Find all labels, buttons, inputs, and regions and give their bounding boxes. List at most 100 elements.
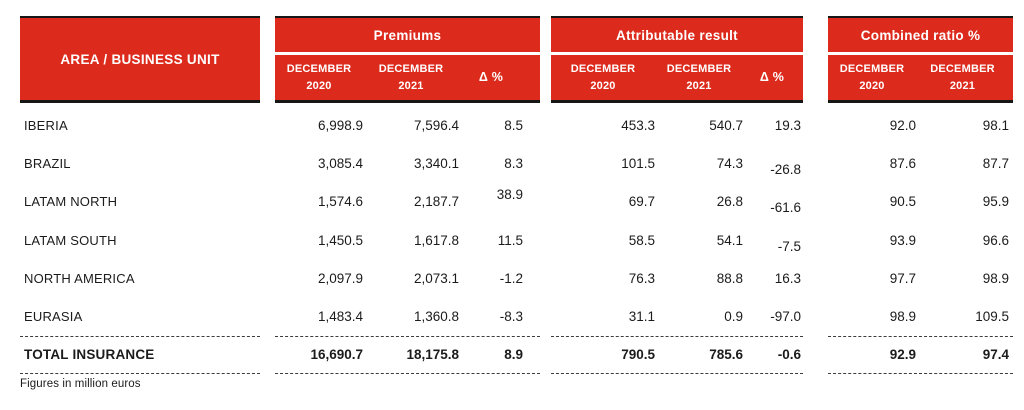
premiums-subheaders: DECEMBER 2020 DECEMBER 2021 Δ % <box>275 55 540 100</box>
area-label: NORTH AMERICA <box>24 270 135 286</box>
combined-dec2021-value: 87.7 <box>982 155 1009 171</box>
combined-dec2020-value: 93.9 <box>889 232 916 248</box>
area-label: LATAM SOUTH <box>24 232 117 248</box>
combined-cells: 93.9 96.6 <box>828 221 1013 259</box>
premiums-delta-value: 8.5 <box>504 117 523 133</box>
table-row-eurasia: EURASIA 1,483.4 1,360.8 -8.3 31.1 0.9 -9… <box>20 297 1013 335</box>
premiums-cells: 1,574.6 2,187.7 38.9 <box>275 183 540 221</box>
table-body: IBERIA 6,998.9 7,596.4 8.5 453.3 540.7 1… <box>20 106 1013 390</box>
table-row-north-america: NORTH AMERICA 2,097.9 2,073.1 -1.2 76.3 … <box>20 259 1013 297</box>
combined-dec2021-value: 96.6 <box>982 232 1009 248</box>
combined-dec2020-total: 92.9 <box>889 347 916 363</box>
combined-dec2020-header: DECEMBER 2020 <box>839 63 905 92</box>
table-header: AREA / BUSINESS UNIT Premiums DECEMBER 2… <box>20 16 1013 103</box>
table-row-latam-south: LATAM SOUTH 1,450.5 1,617.8 11.5 58.5 54… <box>20 221 1013 259</box>
premiums-dec2020-header: DECEMBER 2020 <box>286 63 352 92</box>
attributable-group-label: Attributable result <box>551 18 803 52</box>
combined-dec2021-value: 95.9 <box>982 194 1009 210</box>
attributable-delta-value: 16.3 <box>774 270 801 286</box>
premiums-dec2021-header: DECEMBER 2021 <box>378 63 444 92</box>
table-row-brazil: BRAZIL 3,085.4 3,340.1 8.3 101.5 74.3 -2… <box>20 144 1013 182</box>
attributable-delta-total: -0.6 <box>777 347 801 363</box>
premiums-delta-value: -1.2 <box>499 270 523 286</box>
premiums-delta-value: -8.3 <box>499 309 523 325</box>
combined-ratio-group-label: Combined ratio % <box>828 18 1013 52</box>
attributable-delta-value: -26.8 <box>770 161 801 177</box>
combined-dec2021-value: 98.1 <box>982 117 1009 133</box>
attributable-subheaders: DECEMBER 2020 DECEMBER 2021 Δ % <box>551 55 803 100</box>
combined-dec2021-value: 109.5 <box>975 309 1009 325</box>
attributable-dec2020-value: 31.1 <box>628 309 655 325</box>
combined-cells: 87.6 87.7 <box>828 144 1013 182</box>
premiums-cells: 6,998.9 7,596.4 8.5 <box>275 106 540 144</box>
attributable-cells: 69.7 26.8 -61.6 <box>551 183 803 221</box>
attributable-dec2020-value: 58.5 <box>628 232 655 248</box>
combined-dec2021-header: DECEMBER 2021 <box>930 63 995 92</box>
attributable-header-group: Attributable result DECEMBER 2020 DECEMB… <box>551 16 803 103</box>
attributable-cells: 31.1 0.9 -97.0 <box>551 297 803 335</box>
total-label: TOTAL INSURANCE <box>20 335 260 374</box>
attributable-dec2021-total: 785.6 <box>709 347 743 363</box>
attributable-dec2020-value: 453.3 <box>621 117 655 133</box>
total-combined-cells: 92.9 97.4 <box>828 335 1013 374</box>
combined-cells: 92.0 98.1 <box>828 106 1013 144</box>
premiums-dec2021-value: 7,596.4 <box>413 117 459 133</box>
combined-dec2020-value: 92.0 <box>889 117 916 133</box>
attributable-dec2021-value: 0.9 <box>724 309 743 325</box>
combined-dec2020-value: 87.6 <box>889 155 916 171</box>
table-row-latam-north: LATAM NORTH 1,574.6 2,187.7 38.9 69.7 26… <box>20 183 1013 221</box>
premiums-dec2020-value: 1,450.5 <box>317 232 363 248</box>
attributable-delta-header: Δ % <box>759 70 785 85</box>
premiums-cells: 1,450.5 1,617.8 11.5 <box>275 221 540 259</box>
combined-cells: 98.9 109.5 <box>828 297 1013 335</box>
attributable-dec2020-value: 69.7 <box>628 194 655 210</box>
combined-ratio-header-group: Combined ratio % DECEMBER 2020 DECEMBER … <box>828 16 1013 103</box>
premiums-group-label: Premiums <box>275 18 540 52</box>
financial-results-table: AREA / BUSINESS UNIT Premiums DECEMBER 2… <box>20 16 1013 390</box>
attributable-dec2021-value: 54.1 <box>716 232 743 248</box>
premiums-delta-value: 11.5 <box>497 232 523 248</box>
premiums-dec2021-total: 18,175.8 <box>406 347 459 363</box>
premiums-cells: 2,097.9 2,073.1 -1.2 <box>275 259 540 297</box>
premiums-header-group: Premiums DECEMBER 2020 DECEMBER 2021 Δ % <box>275 16 540 103</box>
combined-ratio-subheaders: DECEMBER 2020 DECEMBER 2021 <box>828 55 1013 100</box>
premiums-delta-total: 8.9 <box>504 347 523 363</box>
combined-dec2021-value: 98.9 <box>982 270 1009 286</box>
attributable-delta-value: -7.5 <box>777 238 801 254</box>
total-attributable-cells: 790.5 785.6 -0.6 <box>551 335 803 374</box>
premiums-delta-header: Δ % <box>478 70 504 85</box>
area-label: IBERIA <box>24 117 68 133</box>
attributable-delta-value: -61.6 <box>770 200 801 216</box>
combined-dec2020-value: 97.7 <box>889 270 916 286</box>
premiums-dec2021-value: 3,340.1 <box>413 155 459 171</box>
combined-dec2020-value: 90.5 <box>889 194 916 210</box>
attributable-delta-value: 19.3 <box>774 117 801 133</box>
attributable-cells: 76.3 88.8 16.3 <box>551 259 803 297</box>
attributable-dec2020-total: 790.5 <box>621 347 655 363</box>
combined-dec2021-total: 97.4 <box>982 347 1009 363</box>
premiums-dec2020-value: 2,097.9 <box>317 270 363 286</box>
table-row-total-insurance: TOTAL INSURANCE 16,690.7 18,175.8 8.9 79… <box>20 335 1013 374</box>
premiums-cells: 1,483.4 1,360.8 -8.3 <box>275 297 540 335</box>
combined-cells: 90.5 95.9 <box>828 183 1013 221</box>
total-premiums-cells: 16,690.7 18,175.8 8.9 <box>275 335 540 374</box>
premiums-dec2020-value: 3,085.4 <box>317 155 363 171</box>
attributable-dec2021-value: 26.8 <box>716 194 743 210</box>
footnote-text: Figures in million euros <box>20 377 141 390</box>
attributable-dec2021-header: DECEMBER 2021 <box>666 63 732 92</box>
premiums-delta-value: 38.9 <box>496 187 523 203</box>
area-business-unit-header: AREA / BUSINESS UNIT <box>20 16 260 103</box>
combined-dec2020-value: 98.9 <box>889 309 916 325</box>
premiums-dec2020-value: 1,483.4 <box>317 309 363 325</box>
attributable-cells: 58.5 54.1 -7.5 <box>551 221 803 259</box>
premiums-cells: 3,085.4 3,340.1 8.3 <box>275 144 540 182</box>
premiums-dec2021-value: 1,617.8 <box>413 232 459 248</box>
area-header-label: AREA / BUSINESS UNIT <box>60 51 220 67</box>
area-label: EURASIA <box>24 309 83 325</box>
area-label: LATAM NORTH <box>24 194 118 210</box>
attributable-dec2021-value: 540.7 <box>709 117 743 133</box>
premiums-dec2021-value: 2,073.1 <box>413 270 459 286</box>
premiums-dec2021-value: 1,360.8 <box>413 309 459 325</box>
premiums-dec2020-value: 1,574.6 <box>317 194 363 210</box>
